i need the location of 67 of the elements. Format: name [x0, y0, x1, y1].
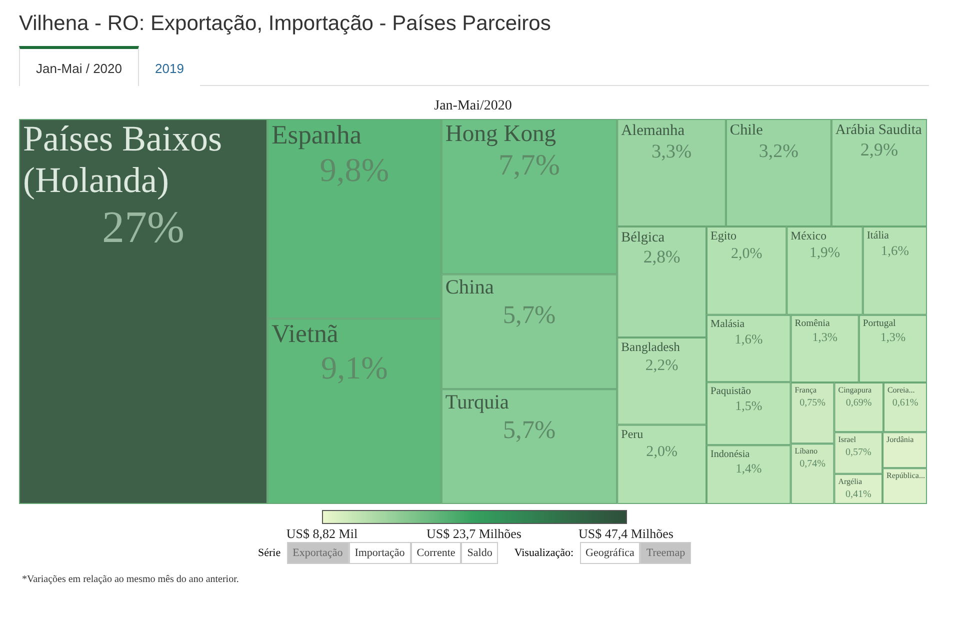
category-label: Bélgica: [621, 229, 666, 246]
category-label: Peru: [621, 426, 644, 441]
category-label: Paquistão: [710, 386, 751, 398]
data-label: 2,0%: [730, 246, 762, 262]
category-label: Bangladesh: [621, 340, 681, 354]
data-label: 0,57%: [845, 446, 872, 458]
category-label: Israel: [838, 435, 857, 444]
data-label: 1,6%: [734, 331, 763, 346]
category-label: Portugal: [862, 318, 896, 330]
data-label: 2,0%: [646, 444, 678, 460]
data-label: 2,9%: [860, 139, 898, 160]
text: *Variações em relação ao mesmo mês do ano anterior.: [22, 574, 240, 585]
data-label: 1,9%: [810, 245, 840, 262]
text: Exportação: [286, 542, 349, 564]
category-label: Vietnã: [271, 319, 339, 348]
data-label: 3,2%: [758, 140, 799, 162]
text: Saldo: [461, 542, 498, 564]
category-label: França: [794, 386, 818, 395]
text: Corrente: [410, 542, 462, 564]
category-label: Líbano: [794, 446, 818, 456]
category-label: Países Baixos (Holanda): [23, 118, 222, 200]
data-label: 2,8%: [643, 246, 681, 266]
data-label: 0,41%: [845, 488, 872, 500]
text: Série: [258, 547, 281, 559]
category-label: Chile: [730, 122, 764, 139]
category-label: Romênia: [794, 318, 830, 330]
category-label: Indonésia: [710, 448, 750, 460]
data-label: 1,6%: [880, 243, 909, 258]
data-label: 1,3%: [812, 330, 838, 344]
category-label: Coreia...: [887, 386, 915, 395]
data-label: 0,69%: [846, 397, 872, 408]
category-label: Argélia: [838, 477, 863, 486]
category-label: Cingapura: [838, 386, 872, 395]
text: Jan-Mai / 2020: [19, 46, 139, 86]
category-label: Alemanha: [621, 122, 685, 139]
category-label: Jordânia: [886, 435, 914, 444]
data-label: 27%: [102, 202, 184, 252]
text: Geográfica: [580, 542, 640, 564]
text: 2019: [139, 46, 200, 86]
text: US$ 23,7 Milhões: [426, 526, 522, 542]
category-label: Egito: [710, 228, 737, 243]
category-label: Itália: [866, 230, 890, 242]
data-label: 0,75%: [800, 397, 826, 408]
category-label: Turquia: [445, 392, 509, 414]
data-label: 5,7%: [502, 300, 556, 329]
data-label: 1,5%: [735, 398, 762, 413]
data-label: 2,2%: [645, 357, 678, 374]
data-label: 1,3%: [880, 330, 906, 344]
category-label: Malásia: [710, 318, 745, 330]
category-label: República...: [886, 471, 925, 480]
data-label: 5,7%: [502, 416, 556, 444]
category-label: México: [790, 229, 827, 242]
text: US$ 47,4 Milhões: [578, 526, 674, 542]
text: Importação: [348, 542, 411, 564]
data-label: 0,74%: [800, 458, 826, 470]
data-label: 1,4%: [736, 461, 762, 476]
category-label: Espanha: [271, 119, 362, 150]
data-label: 3,3%: [651, 141, 692, 162]
category-label: Arábia Saudita: [835, 122, 922, 138]
category-label: Hong Kong: [445, 120, 556, 147]
text: Vilhena - RO: Exportação, Importação - Países Parceiros: [19, 12, 552, 36]
data-label: 0,61%: [892, 397, 918, 408]
category-label: China: [445, 276, 494, 299]
text: US$ 8,82 Mil: [285, 526, 359, 542]
text: Visualização:: [514, 547, 574, 559]
text: Treemap: [640, 542, 692, 564]
text: Jan-Mai/2020: [434, 98, 512, 114]
